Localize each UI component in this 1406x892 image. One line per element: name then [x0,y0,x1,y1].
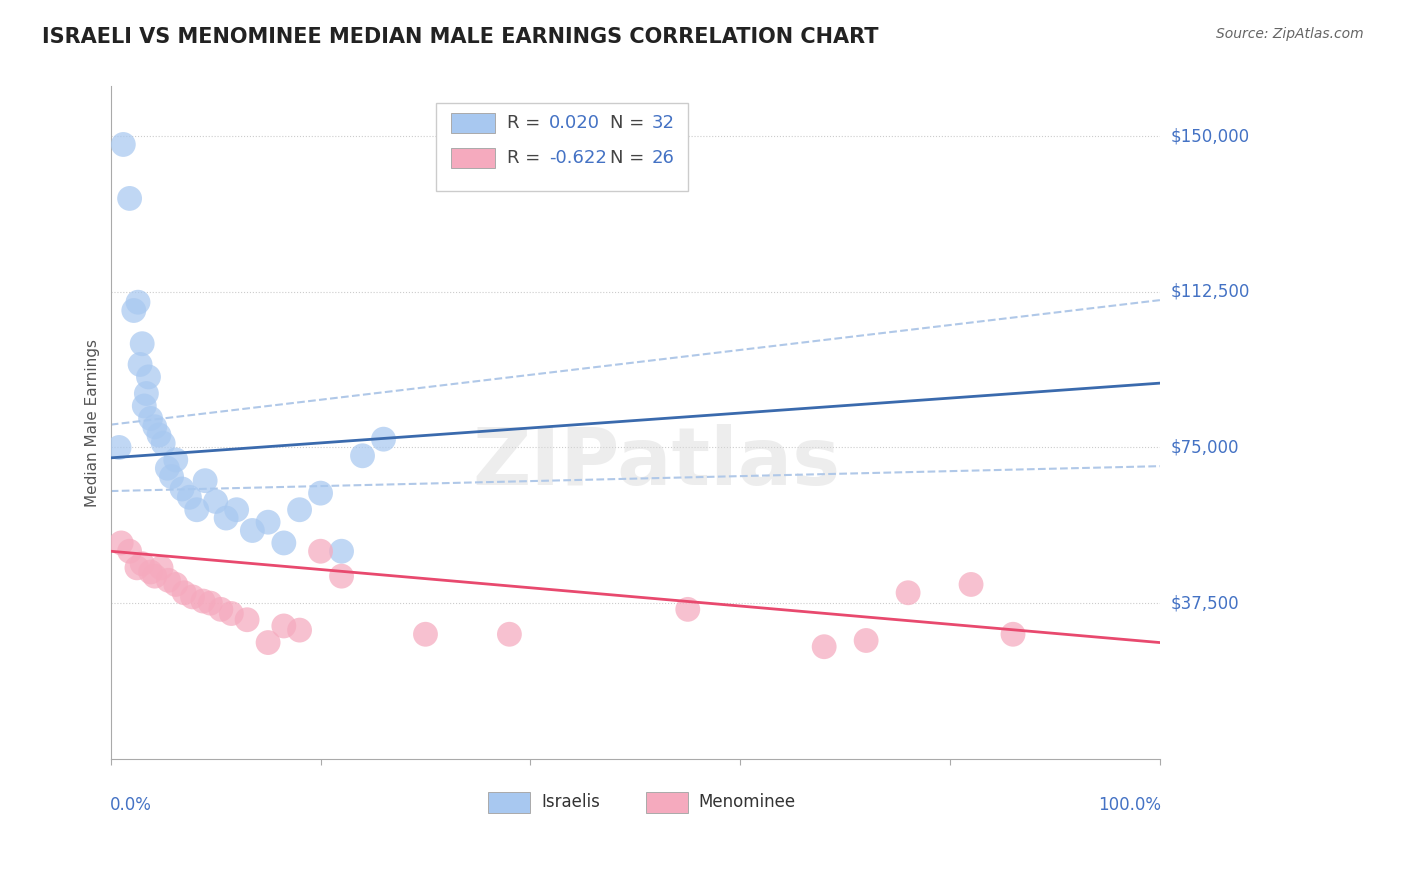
FancyBboxPatch shape [488,792,530,813]
Text: Israelis: Israelis [541,794,600,812]
Point [309,486,332,500]
Point [960,577,983,591]
Point [173,586,195,600]
Point [156,461,179,475]
Text: ISRAELI VS MENOMINEE MEDIAN MALE EARNINGS CORRELATION CHART: ISRAELI VS MENOMINEE MEDIAN MALE EARNING… [42,27,879,46]
Text: ZIPatlas: ZIPatlas [472,424,841,502]
Point [200,596,222,610]
Text: Source: ZipAtlas.com: Source: ZipAtlas.com [1216,27,1364,41]
Point [225,502,247,516]
Point [165,577,187,591]
Text: $37,500: $37,500 [1171,594,1240,612]
Point [110,536,132,550]
Y-axis label: Median Male Earnings: Median Male Earnings [86,339,100,507]
Point [148,428,170,442]
Point [152,436,174,450]
Text: $75,000: $75,000 [1171,439,1240,457]
Text: N =: N = [610,149,650,168]
FancyBboxPatch shape [645,792,688,813]
Point [813,640,835,654]
Text: $150,000: $150,000 [1171,128,1250,145]
FancyBboxPatch shape [436,103,688,191]
Text: 26: 26 [652,149,675,168]
Point [257,635,280,649]
Text: R =: R = [508,114,547,132]
Point [273,536,295,550]
Point [131,336,153,351]
Point [118,191,141,205]
Point [150,561,173,575]
FancyBboxPatch shape [451,113,495,134]
Point [143,569,166,583]
Point [131,557,153,571]
Point [125,561,148,575]
Point [288,623,311,637]
Point [330,544,353,558]
Point [1002,627,1025,641]
Point [112,137,135,152]
Point [309,544,332,558]
Point [139,411,162,425]
Point [415,627,437,641]
Point [134,399,156,413]
Text: $112,500: $112,500 [1171,283,1250,301]
Point [352,449,374,463]
Point [194,474,217,488]
Point [170,482,193,496]
Point [139,565,162,579]
Point [191,594,214,608]
Point [273,619,295,633]
Point [135,386,157,401]
Point [257,515,280,529]
Text: 32: 32 [652,114,675,132]
Point [676,602,699,616]
Point [897,586,920,600]
Point [108,441,131,455]
Point [179,490,201,504]
Point [240,524,263,538]
Text: R =: R = [508,149,547,168]
Text: -0.622: -0.622 [550,149,607,168]
Point [143,419,166,434]
Point [209,602,232,616]
Point [138,370,160,384]
Point [118,544,141,558]
Text: Menominee: Menominee [699,794,796,812]
Point [127,295,149,310]
Point [221,607,243,621]
Text: 0.020: 0.020 [550,114,600,132]
Point [186,502,208,516]
Text: N =: N = [610,114,650,132]
Point [157,574,180,588]
Text: 100.0%: 100.0% [1098,796,1161,814]
Point [122,303,145,318]
Point [160,469,183,483]
Point [181,590,204,604]
Point [288,502,311,516]
Point [204,494,226,508]
Text: 0.0%: 0.0% [110,796,152,814]
Point [129,358,152,372]
Point [165,453,187,467]
Point [215,511,238,525]
Point [855,633,877,648]
Point [373,432,395,446]
Point [236,613,259,627]
Point [498,627,520,641]
Point [330,569,353,583]
FancyBboxPatch shape [451,148,495,169]
